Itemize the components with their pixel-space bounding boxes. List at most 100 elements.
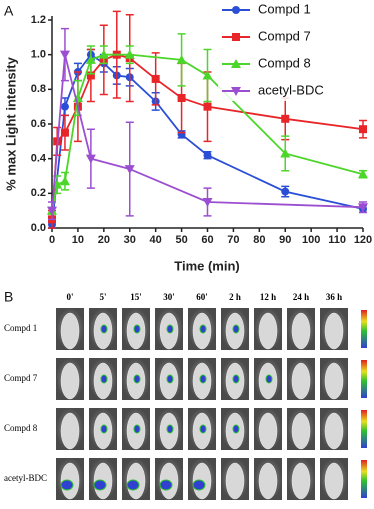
marker: [60, 128, 69, 137]
row-label: Compd 1: [4, 323, 37, 333]
marker: [280, 148, 291, 158]
marker: [124, 49, 135, 59]
marker: [281, 114, 290, 123]
column-header: 15': [130, 292, 142, 302]
color-bar: [361, 360, 367, 398]
marker: [231, 59, 241, 68]
marker: [151, 74, 160, 83]
mouse-body: [258, 412, 278, 450]
color-bar: [361, 410, 367, 448]
mouse-body: [291, 312, 311, 350]
marker: [231, 87, 241, 96]
signal: [232, 324, 240, 334]
row-label: Compd 8: [4, 423, 38, 433]
marker: [281, 187, 290, 196]
marker: [98, 49, 109, 59]
x-tick-label: 70: [227, 234, 239, 246]
mouse-body: [225, 462, 245, 500]
mouse-body: [60, 312, 80, 350]
signal: [232, 424, 240, 434]
marker: [176, 54, 187, 64]
y-tick-label: 0.0: [31, 222, 46, 234]
legend-label: Compd 8: [258, 55, 311, 70]
signal: [265, 374, 273, 384]
mouse-body: [324, 412, 344, 450]
marker: [59, 176, 70, 186]
legend-label: acetyl-BDC: [258, 82, 324, 97]
signal: [199, 374, 207, 384]
signal: [100, 374, 108, 384]
x-tick-label: 80: [253, 234, 265, 246]
x-axis-title: Time (min): [174, 258, 240, 273]
signal: [159, 479, 173, 491]
signal: [60, 479, 74, 491]
marker: [359, 125, 367, 134]
signal: [126, 479, 140, 491]
marker: [85, 54, 96, 64]
panel-label: B: [4, 289, 13, 305]
mouse-body: [258, 312, 278, 350]
color-bar: [361, 310, 367, 348]
marker: [203, 102, 212, 111]
marker: [86, 71, 95, 80]
y-tick-label: 1.2: [31, 14, 46, 26]
marker: [60, 102, 69, 111]
row-label: Compd 7: [4, 373, 38, 383]
x-tick-label: 90: [279, 234, 291, 246]
column-header: 0': [66, 292, 73, 302]
column-header: 36 h: [326, 292, 342, 302]
panel-label: A: [4, 3, 14, 19]
mouse-body: [291, 362, 311, 400]
marker: [202, 198, 213, 207]
x-tick-label: 40: [150, 234, 162, 246]
signal: [166, 324, 174, 334]
x-tick-label: 30: [124, 234, 136, 246]
x-tick-label: 120: [354, 234, 372, 246]
x-tick-label: 60: [201, 234, 213, 246]
x-tick-label: 50: [175, 234, 187, 246]
y-tick-label: 0.6: [31, 118, 46, 130]
x-tick-label: 20: [98, 234, 110, 246]
y-tick-label: 0.4: [31, 153, 47, 165]
signal: [100, 324, 108, 334]
marker: [124, 165, 135, 175]
marker: [358, 169, 368, 179]
column-header: 5': [99, 292, 106, 302]
mouse-body: [258, 462, 278, 500]
signal: [199, 424, 207, 434]
column-header: 30': [163, 292, 175, 302]
signal: [199, 324, 207, 334]
x-tick-label: 110: [328, 234, 346, 246]
signal: [192, 479, 206, 491]
legend-bg: [218, 27, 368, 47]
legend-label: Compd 7: [258, 28, 311, 43]
marker: [47, 206, 57, 216]
signal: [133, 324, 141, 334]
legend-label: Compd 1: [258, 1, 311, 16]
color-bar: [361, 460, 367, 498]
marker: [232, 6, 240, 14]
marker: [59, 50, 70, 60]
signal: [232, 374, 240, 384]
marker: [202, 70, 213, 80]
legend-bg: [218, 54, 368, 74]
legend-bg: [218, 0, 368, 20]
signal: [133, 424, 141, 434]
marker: [177, 94, 186, 102]
row-label: acetyl-BDC: [4, 473, 47, 483]
series-line: [51, 53, 364, 225]
signal: [93, 479, 107, 491]
signal: [100, 424, 108, 434]
y-axis-title: % max Light intensity: [3, 56, 18, 190]
signal: [133, 374, 141, 384]
mouse-body: [324, 362, 344, 400]
column-header: 2 h: [229, 292, 241, 302]
mouse-body: [291, 412, 311, 450]
marker: [203, 151, 212, 160]
x-tick-label: 10: [72, 234, 84, 246]
marker: [358, 203, 368, 213]
signal: [166, 374, 174, 384]
column-header: 12 h: [260, 292, 276, 302]
marker: [232, 33, 240, 41]
